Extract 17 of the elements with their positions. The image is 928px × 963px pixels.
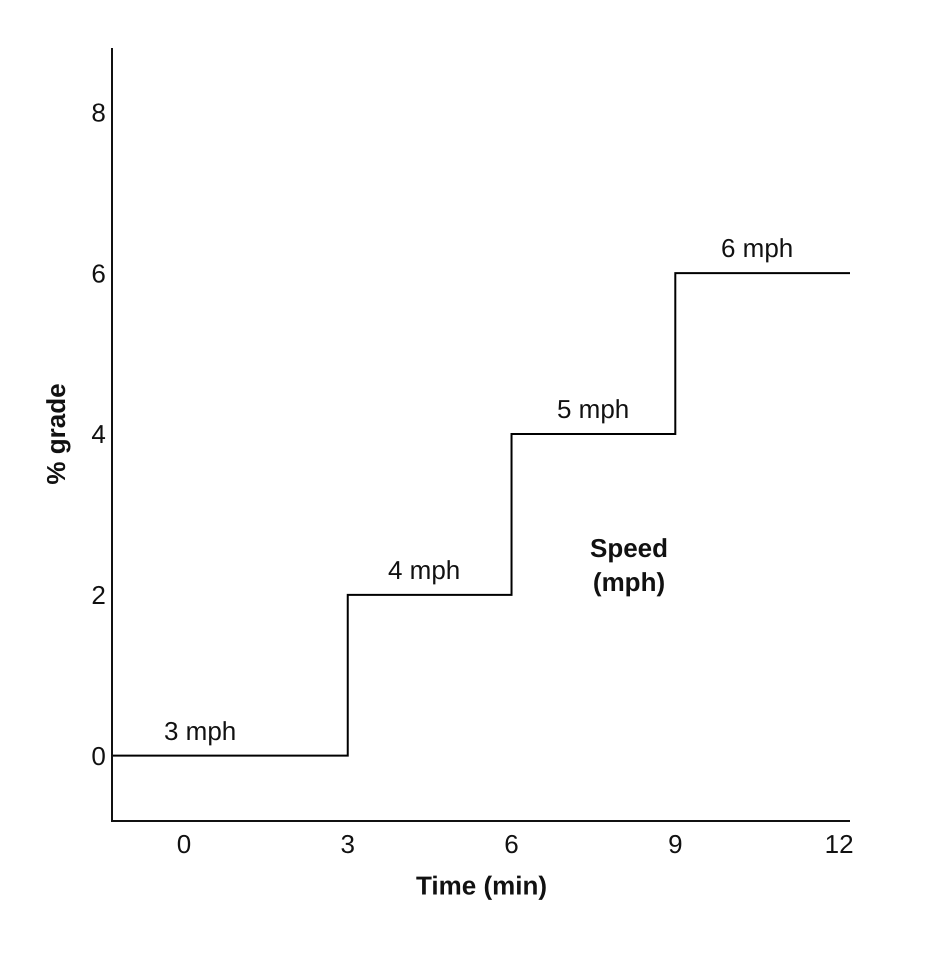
y-tick-label: 0 — [91, 740, 106, 771]
y-tick-label: 2 — [91, 580, 106, 610]
x-tick-label: 0 — [176, 829, 192, 860]
y-tick-label: 6 — [91, 258, 106, 288]
annotation: 4 mph — [388, 555, 460, 585]
annotation: Speed (mph) — [590, 533, 668, 597]
x-tick-label: 12 — [824, 829, 854, 860]
y-tick-label: 4 — [91, 419, 106, 450]
annotation: 5 mph — [557, 394, 630, 424]
annotation: 6 mph — [721, 233, 794, 263]
x-tick-label: 9 — [668, 829, 683, 860]
x-tick-label: 6 — [504, 829, 519, 860]
x-axis-title: Time (min) — [416, 870, 547, 900]
y-tick-label: 8 — [91, 97, 106, 128]
y-axis-title: % grade — [41, 383, 72, 485]
annotation: 3 mph — [164, 716, 236, 746]
x-tick-label: 3 — [340, 829, 355, 860]
